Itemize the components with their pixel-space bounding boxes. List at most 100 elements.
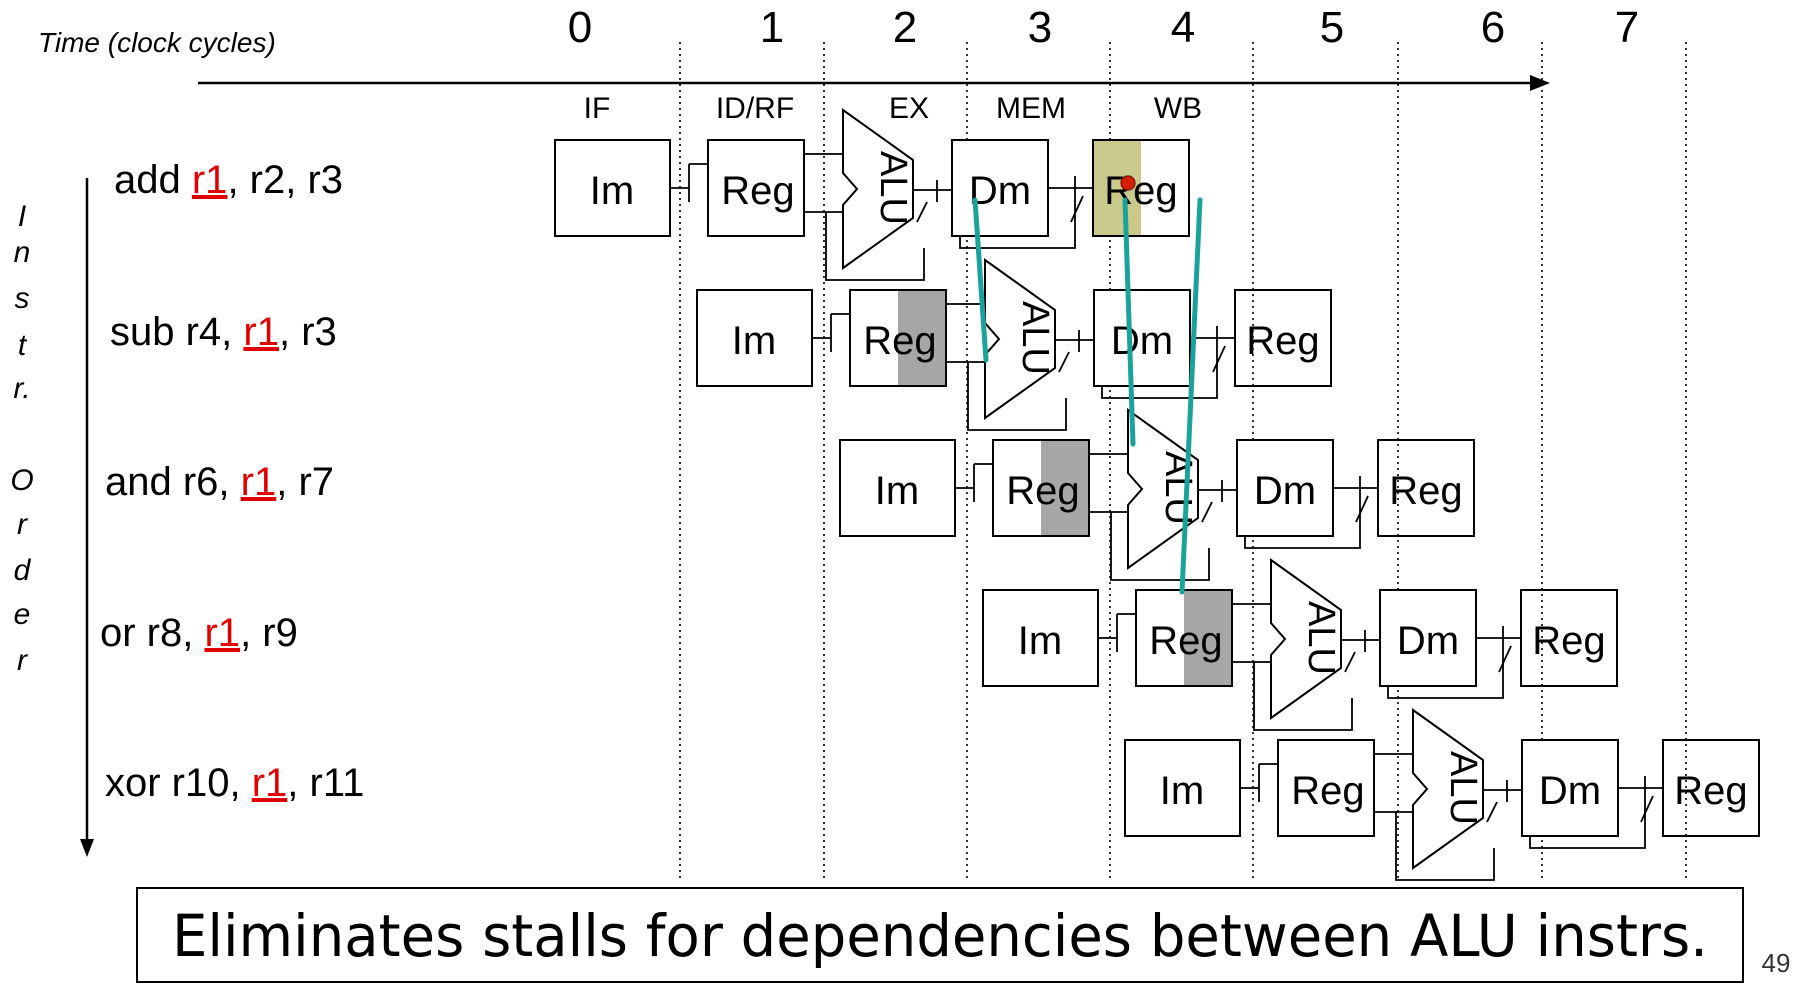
forwarding-line — [1122, 197, 1136, 447]
writeback-register-label: Reg — [1674, 769, 1747, 813]
instruction-memory-label: Im — [1018, 619, 1062, 663]
register-file-box — [707, 139, 805, 237]
datapath-wire — [804, 153, 844, 213]
datapath-wire — [1483, 780, 1522, 802]
datapath-wire — [1212, 345, 1226, 373]
datapath-wire — [1190, 326, 1235, 352]
datapath-wire — [1055, 330, 1094, 352]
instruction-memory-label: Im — [590, 169, 634, 213]
pipeline-rows: Im Reg ALU Dm Reg Im Reg ALU Dm Reg Im Reg ALU Dm Reg I… — [554, 108, 1760, 881]
instruction-opcode: sub r4, — [110, 310, 243, 354]
datapath-wire — [1333, 476, 1378, 502]
instruction-memory-box — [554, 139, 671, 237]
order-axis-letter: r — [17, 644, 28, 677]
cycle-number: 6 — [1481, 3, 1505, 52]
writeback-register-box — [1377, 439, 1475, 537]
cycle-number: 0 — [568, 3, 592, 52]
datapath-wire — [1070, 195, 1084, 223]
dependency-register: r1 — [252, 761, 288, 805]
datapath-wire — [1098, 613, 1136, 652]
alu-label: ALU — [872, 151, 914, 225]
instruction-label: and r6, r1, r7 — [105, 460, 334, 504]
pipeline-row: Im Reg ALU Dm Reg — [839, 408, 1475, 581]
datapath-wire — [1344, 651, 1356, 673]
cycle-number: 2 — [893, 3, 917, 52]
data-memory-label: Dm — [1254, 469, 1316, 513]
register-file-label: Reg — [721, 169, 794, 213]
writeback-register-box — [1234, 289, 1332, 387]
register-file-label: Reg — [1006, 469, 1079, 513]
alu-shape — [1270, 558, 1342, 720]
time-axis-arrowhead — [1530, 75, 1550, 91]
datapath-wire — [812, 313, 850, 352]
order-axis-letter: r — [17, 508, 28, 541]
register-file-label: Reg — [1291, 769, 1364, 813]
order-axis-letter: t — [18, 329, 28, 362]
datapath-wire — [1341, 630, 1380, 652]
datapath-wire — [1387, 652, 1504, 699]
order-axis-letter: s — [15, 282, 30, 315]
order-axis-letter: O — [10, 464, 33, 497]
datapath-wire — [1244, 502, 1361, 549]
datapath-wire — [1618, 776, 1663, 802]
forwarding-line — [1179, 197, 1203, 595]
order-axis-letter: n — [14, 236, 31, 269]
stage-label: WB — [1154, 92, 1202, 125]
datapath-wire — [1048, 176, 1093, 202]
data-memory-box — [1093, 289, 1191, 387]
instruction-operands: , r2, r3 — [227, 158, 343, 202]
writeback-register-label: Reg — [1246, 319, 1319, 363]
instruction-memory-box — [839, 439, 956, 537]
instruction-label: sub r4, r1, r3 — [110, 310, 337, 354]
datapath-wire — [955, 463, 993, 502]
caption-text: Eliminates stalls for dependencies betwe… — [172, 902, 1708, 970]
instruction-memory-label: Im — [875, 469, 919, 513]
data-memory-label: Dm — [969, 169, 1031, 213]
datapath-wire — [1232, 603, 1272, 663]
data-memory-label: Dm — [1539, 769, 1601, 813]
instruction-opcode: add — [114, 158, 192, 202]
instruction-memory-label: Im — [1160, 769, 1204, 813]
instruction-operands: , r7 — [276, 460, 334, 504]
data-memory-label: Dm — [1397, 619, 1459, 663]
instruction-memory-box — [696, 289, 813, 387]
instruction-label: or r8, r1, r9 — [100, 611, 298, 655]
datapath-wire — [1529, 802, 1646, 849]
register-file-box — [849, 289, 947, 387]
stage-label: EX — [889, 92, 929, 125]
alu-label: ALU — [1300, 601, 1342, 675]
datapath-wire — [1355, 495, 1369, 523]
writeback-register-label: Reg — [1389, 469, 1462, 513]
alu-label: ALU — [1014, 301, 1056, 375]
register-file-box — [992, 439, 1090, 537]
datapath-wire — [1498, 645, 1512, 673]
datapath-wire — [1201, 501, 1213, 523]
datapath-wire — [1253, 662, 1353, 731]
stage-label: ID/RF — [716, 92, 794, 125]
time-axis-label: Time (clock cycles) — [38, 27, 276, 58]
datapath-wire — [1395, 812, 1495, 881]
register-file-label: Reg — [863, 319, 936, 363]
datapath-wire — [1476, 626, 1521, 652]
stage-label: MEM — [996, 92, 1066, 125]
dependency-register: r1 — [241, 460, 277, 504]
instruction-memory-label: Im — [732, 319, 776, 363]
timeline-header: Time (clock cycles) 0 1 2 3 4 5 6 7 IF ID/RF EX MEM W… — [38, 3, 1639, 125]
instruction-opcode: and r6, — [105, 460, 241, 504]
writeback-dot — [1120, 175, 1136, 191]
datapath-wire — [1058, 351, 1070, 373]
writeback-register-box — [1662, 739, 1760, 837]
instruction-opcode: or r8, — [100, 611, 204, 655]
register-file-label: Reg — [1149, 619, 1222, 663]
register-read-highlight — [1184, 590, 1232, 686]
dependency-register: r1 — [204, 611, 240, 655]
register-read-highlight — [898, 290, 946, 386]
datapath-wire — [1089, 453, 1129, 513]
datapath-wire — [1240, 763, 1278, 802]
alu-shape — [1127, 408, 1199, 570]
dependency-register: r1 — [192, 158, 228, 202]
instruction-opcode: xor r10, — [105, 761, 252, 805]
dependency-register: r1 — [243, 310, 279, 354]
